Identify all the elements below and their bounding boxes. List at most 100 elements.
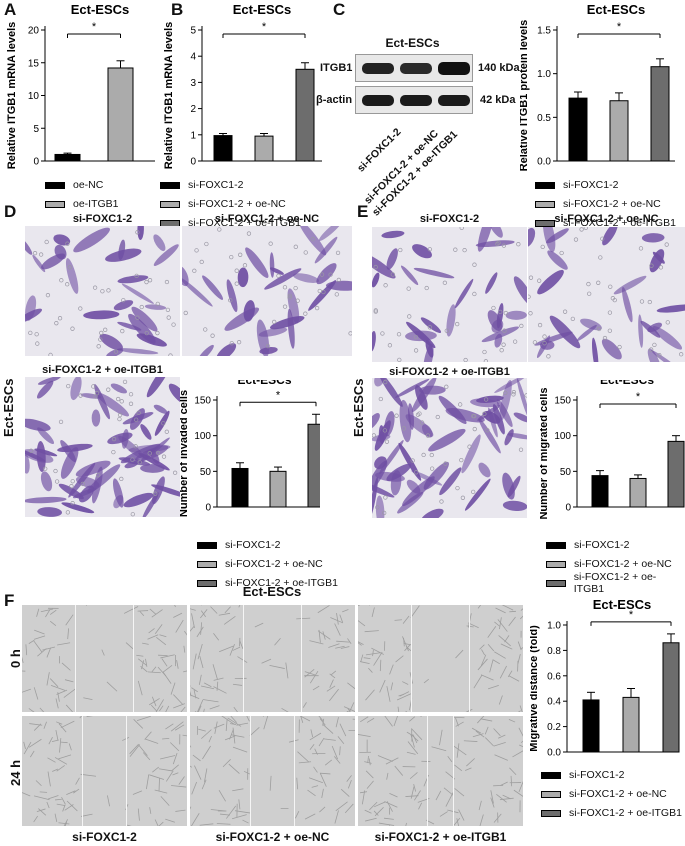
membrane-pore (427, 325, 433, 330)
stained-cell (117, 275, 149, 284)
cell-streak (173, 703, 185, 709)
cell-streak (321, 788, 324, 799)
cell-streak (173, 694, 183, 705)
chart-b-title: Ect-ESCs (233, 2, 292, 17)
membrane-pore (648, 347, 654, 352)
chart-e-legend-swatch (546, 579, 566, 587)
legend-e: si-FOXC1-2 si-FOXC1-2 + oe-NC si-FOXC1-2 +… (546, 537, 685, 595)
cell-streak (201, 729, 212, 739)
stained-cell (73, 227, 110, 253)
cell-streak (418, 802, 423, 810)
membrane-pore (638, 246, 644, 251)
membrane-pore (119, 476, 124, 482)
cell-streak (232, 683, 243, 686)
cell-streak (487, 685, 499, 690)
cell-streak (218, 612, 231, 616)
membrane-pore (70, 326, 75, 331)
chart-d-sig-star: * (276, 389, 281, 401)
membrane-pore (133, 444, 138, 449)
cell-streak (61, 797, 66, 805)
cell-streak (141, 660, 145, 670)
chart-d-bar-0 (231, 467, 249, 508)
stained-cell (153, 404, 168, 414)
cell-streak (472, 733, 484, 738)
cell-streak (38, 808, 47, 816)
cell-streak (307, 789, 316, 797)
cell-streak (36, 808, 46, 813)
membrane-pore (183, 310, 188, 316)
cell-streak (33, 815, 38, 823)
migration-micrograph-1 (372, 227, 527, 362)
membrane-pore (390, 272, 395, 277)
cell-streak (36, 608, 40, 617)
cell-streak (190, 813, 200, 826)
cell-streak (137, 680, 143, 696)
cell-streak (309, 670, 319, 684)
membrane-pore (612, 297, 617, 303)
stained-cell (421, 424, 433, 438)
membrane-pore (96, 344, 101, 349)
stained-cell (318, 226, 344, 241)
membrane-pore (66, 383, 71, 389)
stained-cell (499, 379, 512, 421)
stained-cell (650, 350, 682, 362)
membrane-pore (617, 344, 622, 350)
cell-streak (226, 805, 237, 819)
cell-streak (208, 735, 212, 743)
membrane-pore (120, 328, 125, 334)
membrane-pore (282, 304, 288, 309)
chart-f-legend-swatch (541, 809, 561, 817)
stained-cell (576, 325, 597, 341)
cell-streak (494, 651, 506, 659)
cell-streak (142, 752, 151, 761)
invasion-micrograph-3 (25, 377, 180, 517)
cell-streak (454, 764, 463, 772)
membrane-pore (134, 273, 139, 278)
wound-col-label-2: si-FOXC1-2 + oe-NC (215, 830, 330, 844)
membrane-pore (542, 341, 547, 346)
cell-streak (498, 734, 506, 739)
membrane-pore (647, 299, 652, 305)
membrane-pore (113, 349, 119, 354)
cell-streak (336, 640, 350, 643)
chart-a-ytick-label-1: 5 (33, 124, 39, 135)
chart-c-protein: Ect-ESCs 0.0 0.5 1.0 1.5 Relative ITGB1 prote… (520, 2, 675, 171)
cell-streak (142, 642, 149, 645)
cell-streak (65, 614, 74, 626)
cell-streak (194, 765, 202, 780)
cell-streak (43, 721, 47, 729)
wound-image-24h-2 (190, 716, 355, 826)
membrane-pore (78, 393, 83, 398)
stained-cell (652, 326, 683, 350)
membrane-pore (69, 484, 74, 489)
cell-streak (342, 609, 349, 613)
chart-f-ytick-label-3: 0.6 (547, 671, 561, 682)
western-title: Ect-ESCs (385, 36, 440, 50)
cell-streak (227, 717, 242, 727)
panel-label-d: D (4, 202, 17, 221)
cell-streak (171, 785, 187, 788)
cell-streak (394, 619, 403, 621)
cell-streak (55, 729, 59, 741)
stained-cell (316, 263, 337, 285)
cell-streak (493, 659, 501, 665)
stained-cell (25, 418, 51, 432)
cell-streak (366, 717, 375, 723)
chart-a-legend-item: oe-NC (45, 177, 119, 193)
cell-streak (463, 740, 478, 742)
panel-label-b: B (171, 0, 184, 19)
stained-cell (602, 227, 618, 246)
cell-streak (239, 640, 244, 649)
chart-f-legend-item: si-FOXC1-2 + oe-ITGB1 (541, 805, 682, 821)
membrane-pore (406, 286, 411, 291)
membrane-pore (598, 255, 603, 260)
cell-streak (249, 726, 260, 737)
membrane-pore (455, 321, 460, 327)
stained-cell (481, 326, 520, 343)
chart-f-legend-swatch (541, 790, 561, 798)
stained-cell (601, 338, 622, 360)
stained-cell (144, 304, 167, 310)
chart-c-bar-2 (650, 66, 670, 162)
membrane-pore (43, 466, 48, 471)
membrane-pore (210, 333, 215, 338)
